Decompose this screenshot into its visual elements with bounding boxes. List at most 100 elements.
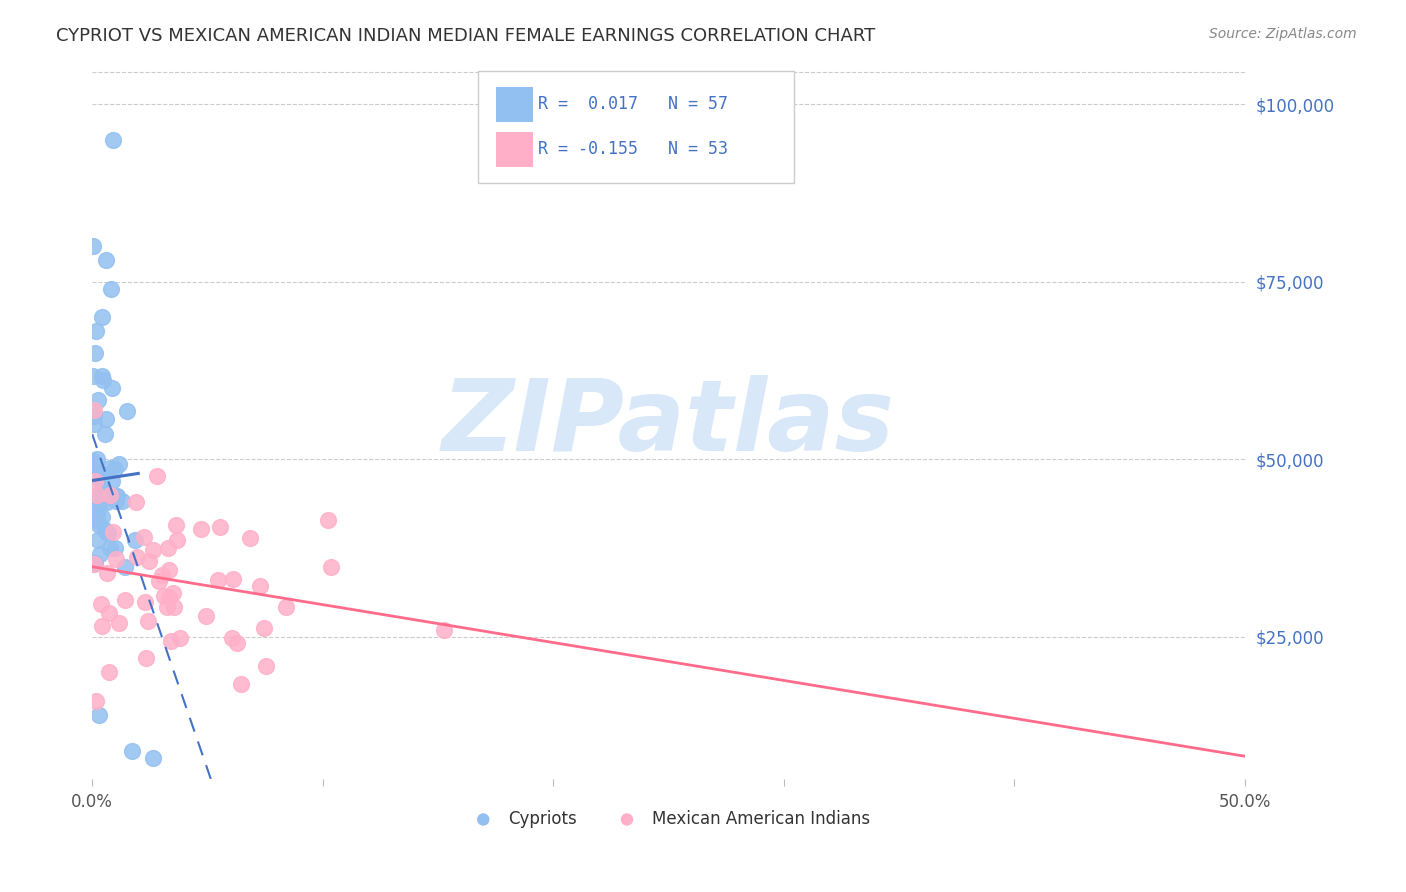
Point [111, 494, 134, 508]
Point [87, 708, 110, 723]
Point [86, 533, 108, 548]
Text: R =  0.017   N = 57: R = 0.017 N = 57 [538, 95, 728, 113]
Text: Source: ZipAtlas.com: Source: ZipAtlas.com [1209, 27, 1357, 41]
Point [121, 743, 143, 757]
Point [84, 324, 107, 338]
Point [94, 487, 117, 501]
Point [83, 409, 105, 424]
Point [108, 457, 131, 471]
Point [96, 495, 118, 509]
Point [83, 417, 105, 431]
Point [162, 586, 184, 600]
Point [83, 468, 105, 483]
Point [86, 488, 108, 502]
Point [321, 560, 343, 574]
Point [98, 541, 121, 555]
Point [100, 282, 122, 296]
Point [138, 553, 160, 567]
Point [222, 572, 245, 586]
Point [194, 608, 217, 623]
Point [253, 621, 276, 635]
Point [91, 509, 114, 524]
Point [100, 475, 122, 489]
Point [142, 543, 165, 558]
Point [146, 469, 169, 483]
Point [94, 427, 117, 442]
Text: CYPRIOT VS MEXICAN AMERICAN INDIAN MEDIAN FEMALE EARNINGS CORRELATION CHART: CYPRIOT VS MEXICAN AMERICAN INDIAN MEDIA… [56, 27, 876, 45]
Legend: Cypriots, Mexican American Indians: Cypriots, Mexican American Indians [460, 803, 877, 835]
Point [86, 452, 108, 467]
Point [86, 467, 108, 481]
Point [84, 474, 107, 488]
Point [89, 466, 111, 480]
Point [86, 513, 108, 527]
Point [94, 253, 117, 268]
Point [125, 495, 148, 509]
Point [83, 402, 105, 417]
Text: R = -0.155   N = 53: R = -0.155 N = 53 [538, 140, 728, 158]
Point [190, 522, 212, 536]
Point [163, 599, 186, 614]
Point [98, 665, 121, 680]
Point [96, 566, 118, 581]
Point [94, 411, 117, 425]
Point [156, 600, 179, 615]
Point [84, 345, 107, 359]
Point [148, 574, 170, 589]
Point [87, 518, 110, 533]
Point [125, 550, 148, 565]
Point [90, 597, 112, 611]
Point [83, 558, 105, 572]
Point [165, 517, 187, 532]
Point [97, 525, 120, 540]
Point [101, 381, 124, 395]
Point [82, 369, 104, 384]
Point [83, 506, 105, 520]
Point [433, 623, 456, 637]
Point [152, 568, 174, 582]
Point [166, 533, 188, 547]
Point [316, 513, 339, 527]
Point [107, 615, 129, 630]
Point [97, 526, 120, 541]
Point [101, 525, 124, 540]
Point [153, 589, 176, 603]
Point [209, 520, 232, 534]
Point [114, 593, 136, 607]
Point [82, 453, 104, 467]
Point [84, 557, 107, 571]
Point [104, 541, 127, 555]
Point [159, 633, 181, 648]
Point [90, 310, 112, 325]
Point [82, 558, 104, 572]
Point [97, 606, 120, 620]
Point [91, 373, 114, 387]
Point [84, 694, 107, 708]
Point [114, 560, 136, 574]
Text: ZIPatlas: ZIPatlas [441, 376, 894, 472]
Point [207, 574, 229, 588]
Point [274, 600, 297, 615]
Point [157, 591, 180, 605]
Point [104, 494, 127, 508]
Point [157, 541, 180, 556]
Point [82, 490, 104, 504]
Point [135, 650, 157, 665]
Point [124, 533, 146, 547]
Point [91, 368, 114, 383]
Point [132, 530, 155, 544]
Point [91, 485, 114, 500]
Point [136, 614, 159, 628]
Point [254, 659, 277, 673]
Point [225, 636, 247, 650]
Point [86, 507, 108, 521]
Point [104, 462, 127, 476]
Point [249, 579, 271, 593]
Point [157, 562, 180, 576]
Point [101, 132, 124, 146]
Point [82, 239, 104, 253]
Point [94, 523, 117, 537]
Point [98, 460, 121, 475]
Point [89, 547, 111, 561]
Point [229, 676, 252, 690]
